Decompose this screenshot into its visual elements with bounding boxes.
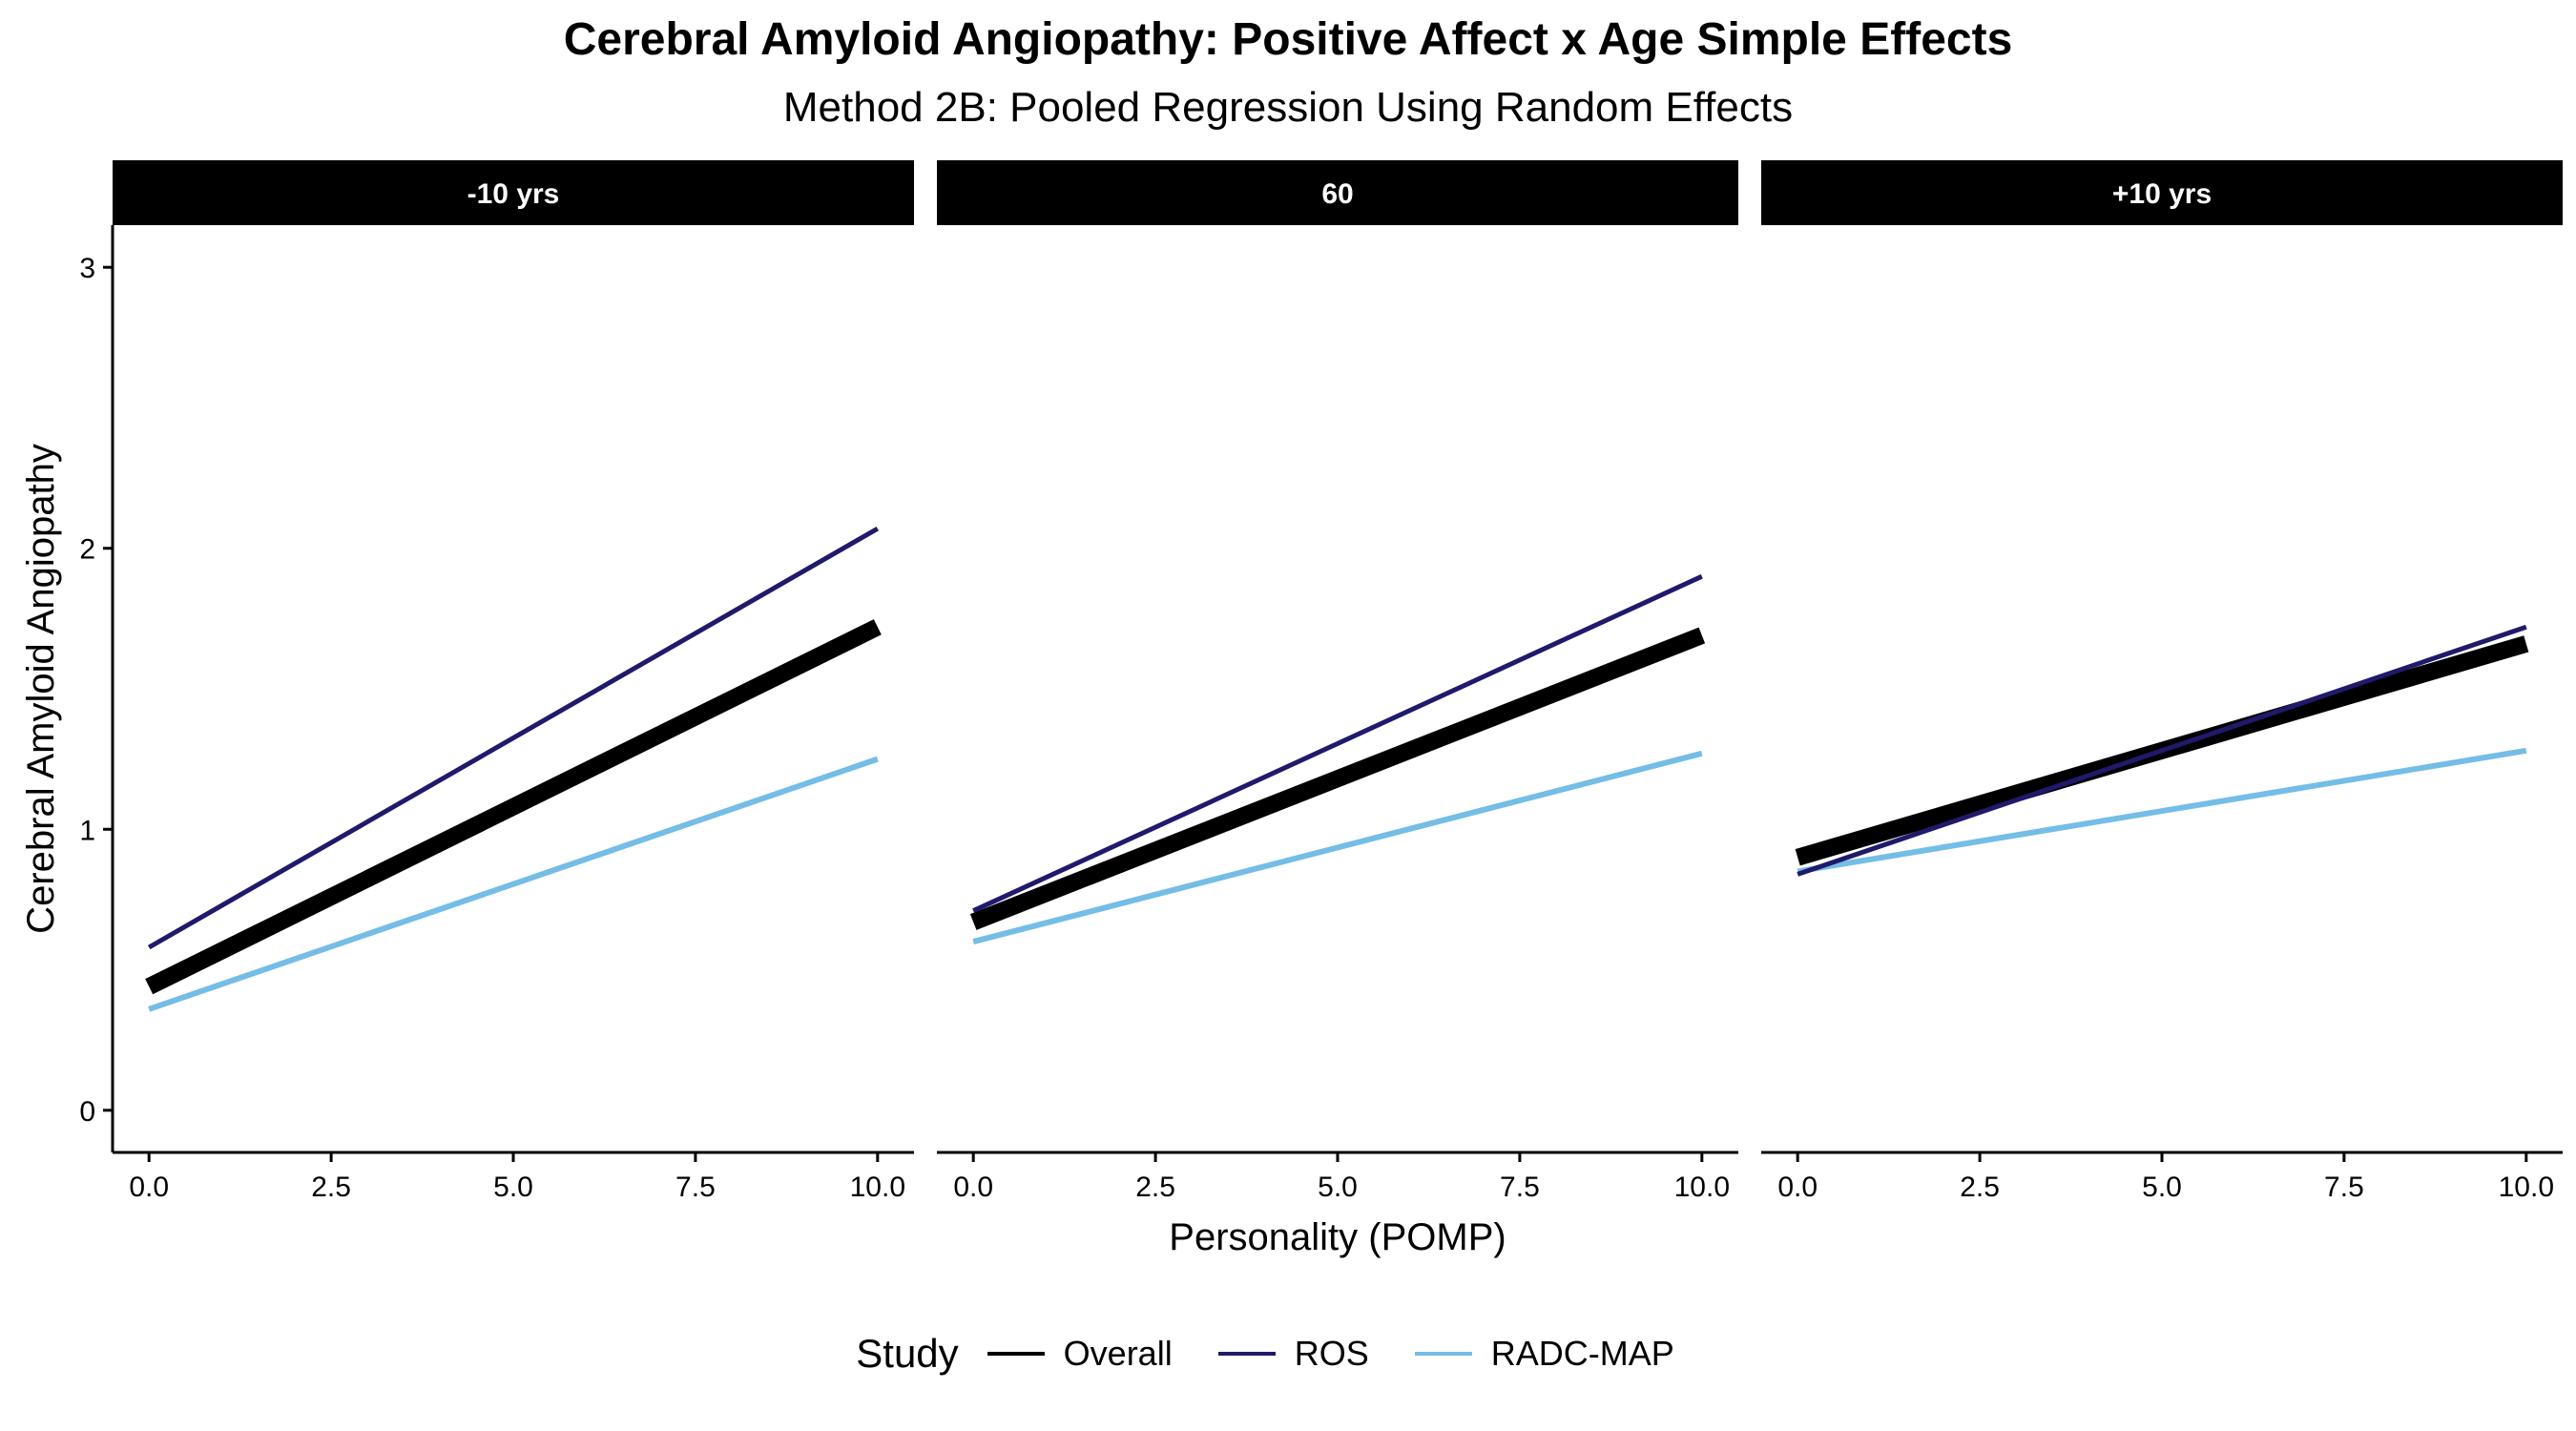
legend-label-overall: Overall — [1063, 1334, 1173, 1373]
x-tick-label-0-2: 5.0 — [493, 1172, 533, 1203]
legend-key-radc-map — [1414, 1352, 1472, 1356]
chart-title: Cerebral Amyloid Angiopathy: Positive Af… — [563, 14, 2013, 65]
x-tick-label-1-3: 7.5 — [1500, 1172, 1540, 1203]
legend-item-radc-map: RADC-MAP — [1414, 1334, 1674, 1374]
x-tick-label-2-4: 10.0 — [2499, 1172, 2554, 1203]
series-line-radc-map-10-yrs — [1797, 747, 2527, 875]
series-line-radc-map-60 — [972, 750, 1703, 944]
x-tick-label-1-2: 5.0 — [1318, 1172, 1358, 1203]
strip-0 — [113, 160, 914, 225]
strip-1 — [937, 160, 1738, 225]
x-tick-label-0-3: 7.5 — [675, 1172, 716, 1203]
series-line-overall-60 — [969, 627, 1706, 930]
legend: Study Overall ROS RADC-MAP — [0, 1331, 2576, 1377]
legend-item-ros: ROS — [1217, 1334, 1369, 1374]
x-tick-label-0-4: 10.0 — [850, 1172, 905, 1203]
series-line-overall-10-yrs — [145, 619, 882, 995]
x-axis-label: Personality (POMP) — [1169, 1216, 1506, 1258]
legend-key-overall — [987, 1352, 1045, 1356]
y-tick-label-3: 3 — [79, 253, 95, 284]
series-line-ros-60 — [972, 573, 1703, 913]
y-tick-label-2: 2 — [79, 534, 95, 566]
x-tick-label-1-4: 10.0 — [1674, 1172, 1730, 1203]
x-tick-label-1-0: 0.0 — [953, 1172, 993, 1203]
x-tick-label-0-0: 0.0 — [129, 1172, 169, 1203]
strip-2 — [1761, 160, 2563, 225]
series-line-ros-10-yrs — [1797, 624, 2527, 877]
strip-label-0: -10 yrs — [467, 178, 560, 210]
strip-label-1: 60 — [1321, 178, 1353, 210]
x-tick-label-2-2: 5.0 — [2142, 1172, 2182, 1203]
x-tick-label-1-1: 2.5 — [1135, 1172, 1175, 1203]
faceted-line-chart: 0 1 2 3 Cerebral Amyloid Angiopathy -10 yrs 0.… — [20, 160, 2563, 1258]
x-tick-label-2-3: 7.5 — [2324, 1172, 2364, 1203]
x-tick-label-2-0: 0.0 — [1777, 1172, 1818, 1203]
legend-key-ros — [1217, 1352, 1276, 1356]
y-axis-label: Cerebral Amyloid Angiopathy — [20, 444, 62, 934]
series-line-ros-10-yrs — [147, 526, 880, 950]
chart-subtitle: Method 2B: Pooled Regression Using Rando… — [782, 84, 1794, 131]
x-tick-label-2-1: 2.5 — [1960, 1172, 2000, 1203]
legend-label-radc-map: RADC-MAP — [1490, 1334, 1674, 1373]
legend-label-ros: ROS — [1294, 1334, 1369, 1373]
legend-item-overall: Overall — [987, 1334, 1173, 1374]
x-tick-label-0-1: 2.5 — [311, 1172, 351, 1203]
y-tick-label-0: 0 — [79, 1096, 95, 1128]
y-tick-label-1: 1 — [79, 815, 95, 846]
legend-title: Study — [856, 1331, 959, 1376]
strip-label-2: +10 yrs — [2112, 178, 2212, 210]
series-line-radc-map-10-yrs — [148, 756, 879, 1012]
